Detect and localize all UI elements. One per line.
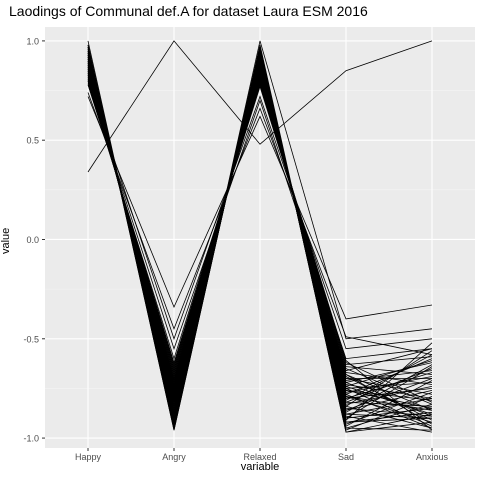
y-tick-label: 1.0 [26,36,39,46]
series-line [87,70,433,417]
series-line [87,58,433,407]
series-line [87,74,433,411]
y-tick-label: -0.5 [23,334,39,344]
y-axis-label: value [0,227,12,254]
series-line [87,74,433,385]
series-line [87,80,433,350]
series-lines [87,40,433,433]
series-line [87,72,432,386]
series-line [87,96,433,320]
series-line [87,46,433,429]
x-tick-label: Anxious [416,452,449,462]
y-tick-label: 0.5 [26,136,39,146]
series-line [87,64,433,429]
x-tick-label: Happy [75,452,102,462]
chart-title: Laodings of Communal def.A for dataset L… [9,3,368,19]
x-tick-label: Angry [162,452,186,462]
series-line [87,52,433,419]
y-tick-label: 0.0 [26,235,39,245]
series-line [87,84,433,403]
series-line [87,50,433,423]
series-line [87,54,433,419]
x-tick-label: Relaxed [243,452,276,462]
series-line [87,78,433,370]
series-line [87,92,433,356]
series-line [87,68,433,394]
y-axis: 1.0 0.5 0.0 -0.5 -1.0 [23,36,45,444]
series-line [87,84,433,360]
x-tick-label: Sad [338,452,354,462]
x-axis-label: variable [240,461,280,473]
series-line [87,80,433,431]
series-line [87,40,433,173]
y-tick-label: -1.0 [23,434,39,444]
series-line [87,76,433,405]
x-axis: Happy Angry Relaxed Sad Anxious [75,448,449,462]
